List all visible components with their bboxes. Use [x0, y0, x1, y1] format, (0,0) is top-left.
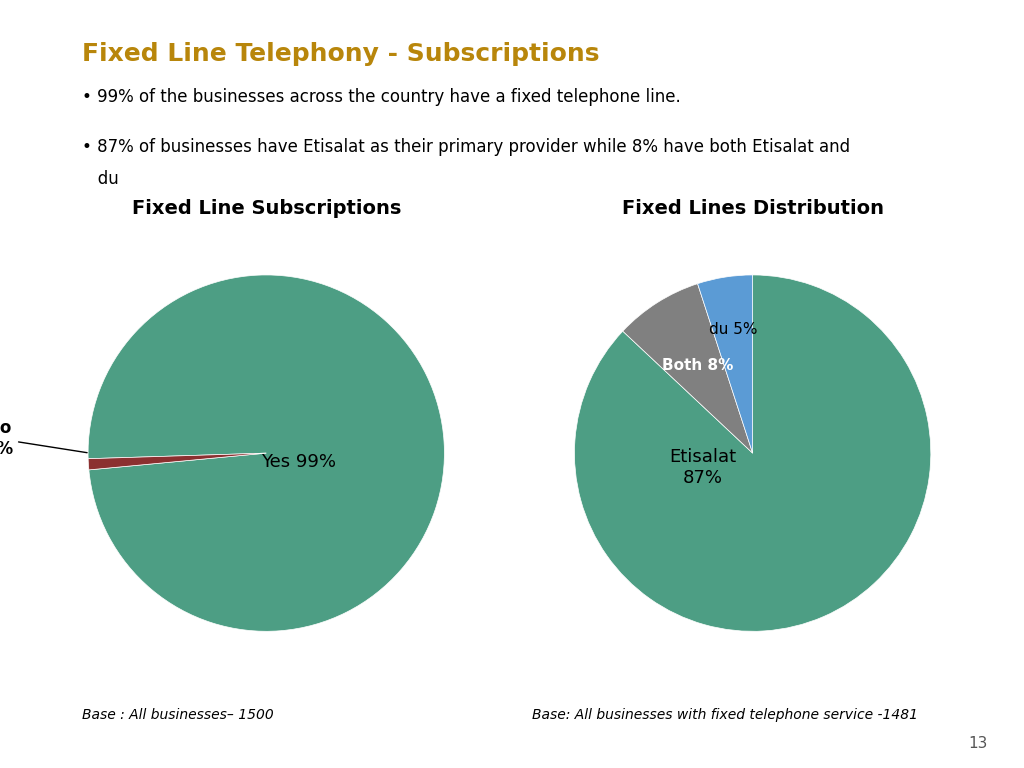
- Text: Both 8%: Both 8%: [662, 359, 733, 373]
- Text: Fixed Line Telephony - Subscriptions: Fixed Line Telephony - Subscriptions: [82, 42, 599, 66]
- Text: Base: All businesses with fixed telephone service -1481: Base: All businesses with fixed telephon…: [532, 708, 919, 722]
- Title: Fixed Lines Distribution: Fixed Lines Distribution: [622, 199, 884, 218]
- Text: • 99% of the businesses across the country have a fixed telephone line.: • 99% of the businesses across the count…: [82, 88, 681, 106]
- Text: • 87% of businesses have Etisalat as their primary provider while 8% have both E: • 87% of businesses have Etisalat as the…: [82, 138, 850, 156]
- Title: Fixed Line Subscriptions: Fixed Line Subscriptions: [131, 199, 401, 218]
- Text: 13: 13: [969, 736, 987, 751]
- Text: Etisalat
87%: Etisalat 87%: [670, 448, 736, 487]
- Wedge shape: [697, 275, 753, 453]
- Text: du 5%: du 5%: [709, 323, 758, 337]
- Wedge shape: [574, 275, 931, 631]
- Text: Base : All businesses– 1500: Base : All businesses– 1500: [82, 708, 273, 722]
- Text: No
1%: No 1%: [0, 419, 87, 458]
- Wedge shape: [623, 283, 753, 453]
- Text: du: du: [82, 170, 119, 188]
- Wedge shape: [88, 453, 266, 470]
- Text: Yes 99%: Yes 99%: [261, 453, 336, 471]
- Wedge shape: [88, 275, 444, 631]
